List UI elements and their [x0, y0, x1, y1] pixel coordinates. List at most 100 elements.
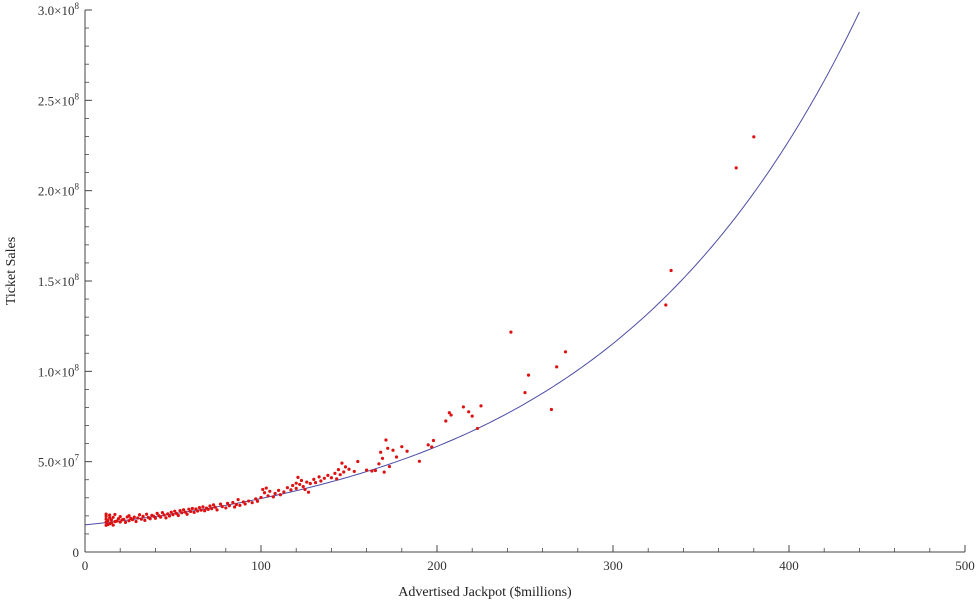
data-point [319, 479, 323, 483]
data-point [111, 515, 115, 519]
data-point [206, 507, 210, 511]
data-point [127, 514, 131, 518]
data-point [405, 449, 409, 453]
data-point [213, 505, 217, 509]
data-point [180, 511, 184, 515]
data-point [431, 438, 436, 443]
data-point [470, 414, 474, 418]
y-axis-title: Ticket Sales [4, 237, 19, 305]
data-point [162, 513, 166, 517]
data-point [231, 500, 235, 505]
data-point [340, 461, 344, 465]
x-tick-label: 200 [427, 558, 447, 573]
data-point [173, 509, 177, 513]
data-point [181, 508, 186, 512]
data-point [479, 404, 483, 408]
data-point [322, 476, 326, 480]
data-point [294, 481, 298, 485]
data-point [197, 505, 201, 510]
data-point [185, 512, 189, 516]
data-point [166, 512, 170, 516]
data-point [400, 445, 404, 449]
data-point [178, 509, 182, 513]
data-point [167, 514, 172, 518]
data-point [426, 443, 430, 447]
data-point [266, 494, 270, 498]
data-point [387, 464, 392, 469]
data-point [227, 504, 231, 508]
y-tick-label: 2.5×108 [38, 91, 80, 108]
data-point [261, 487, 265, 492]
data-point [444, 419, 448, 423]
data-point [365, 468, 369, 472]
data-point [342, 470, 346, 474]
data-point [734, 166, 738, 170]
data-point [153, 516, 157, 520]
data-point [326, 473, 330, 477]
data-point [303, 487, 307, 492]
data-point [523, 391, 527, 395]
data-point [475, 426, 480, 431]
data-point [277, 488, 281, 492]
data-point [259, 495, 263, 500]
data-point [122, 517, 126, 521]
data-point [262, 491, 267, 495]
data-point [278, 493, 282, 497]
data-point [176, 513, 180, 518]
data-point [183, 510, 187, 514]
data-point [201, 505, 205, 509]
data-point [268, 489, 272, 493]
data-point [394, 455, 399, 459]
data-point [116, 517, 121, 521]
data-point [271, 495, 275, 499]
data-point [238, 503, 242, 507]
data-point [467, 410, 471, 414]
data-point [308, 481, 312, 486]
data-point [218, 502, 223, 506]
x-tick-label: 100 [251, 558, 271, 573]
x-tick-label: 500 [955, 558, 975, 573]
data-point [220, 505, 224, 509]
data-point [382, 470, 386, 474]
data-point [247, 499, 251, 503]
data-point [352, 469, 356, 474]
data-point [336, 468, 341, 472]
data-point [145, 512, 149, 516]
data-point [526, 373, 531, 377]
data-point [430, 445, 434, 449]
data-point [669, 268, 673, 273]
data-point [386, 446, 390, 450]
y-tick-label: 3.0×108 [38, 1, 80, 18]
data-point [134, 519, 138, 524]
data-point [356, 459, 360, 464]
data-point [224, 506, 228, 510]
data-point [118, 514, 122, 519]
data-point [305, 480, 309, 484]
fit-curve-layer [84, 11, 860, 526]
data-point [285, 486, 289, 490]
data-point [329, 476, 333, 480]
data-points-layer [104, 135, 756, 527]
data-point [291, 483, 295, 488]
data-point [384, 438, 388, 442]
y-tick-label: 1.0×108 [38, 362, 80, 379]
data-point [254, 497, 258, 501]
data-point [296, 475, 300, 479]
data-point [190, 506, 194, 511]
data-point [379, 450, 383, 454]
data-point [132, 515, 136, 519]
data-point [294, 486, 298, 491]
data-point [333, 471, 337, 476]
data-point [164, 516, 168, 520]
data-point [169, 510, 173, 514]
data-point [306, 490, 311, 494]
data-point [108, 513, 112, 517]
data-point [380, 456, 385, 461]
y-tick-label: 0 [73, 545, 80, 560]
data-point [137, 513, 142, 517]
data-point [752, 135, 756, 139]
data-point [236, 498, 240, 502]
data-point [189, 509, 193, 514]
data-point [343, 465, 348, 469]
data-point [233, 505, 237, 509]
